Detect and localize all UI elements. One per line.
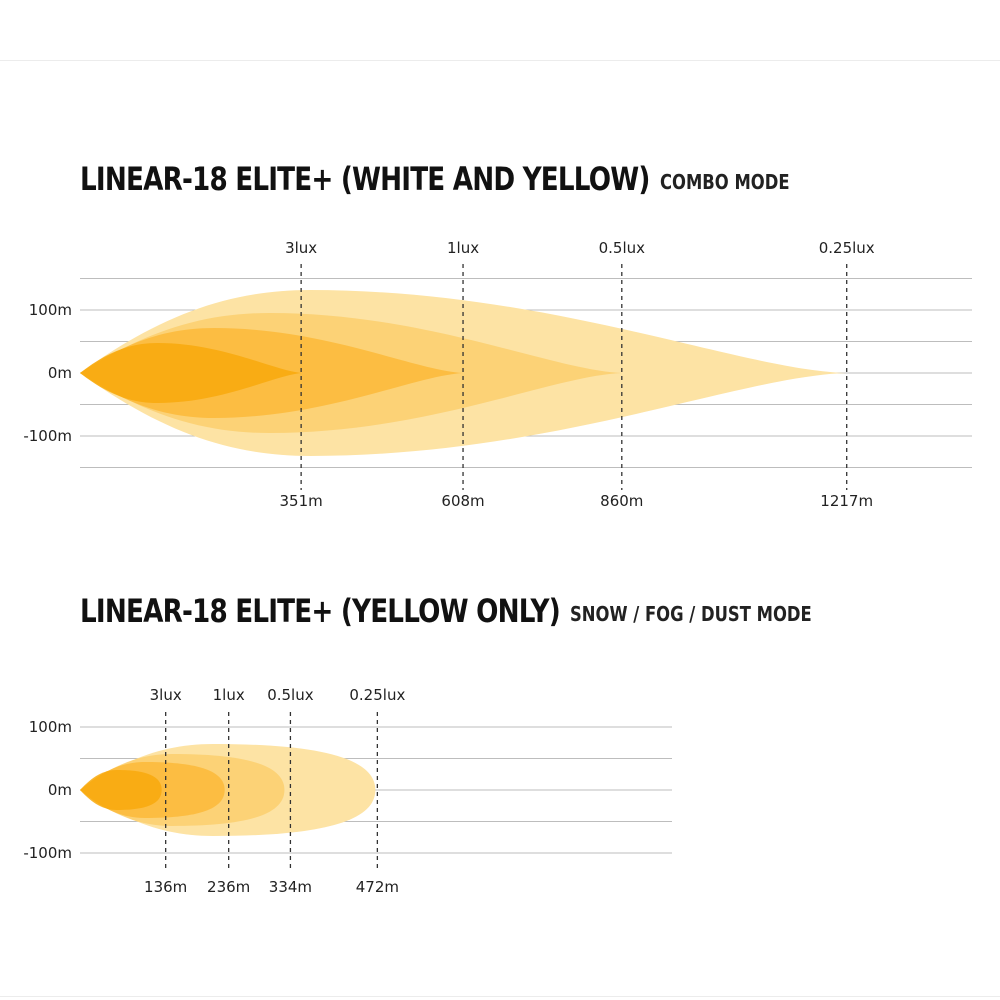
distance-label: 136m <box>144 878 187 896</box>
distance-label: 1217m <box>820 492 873 510</box>
lux-label: 0.25lux <box>819 239 875 257</box>
distance-label: 351m <box>280 492 323 510</box>
y-tick-label: 100m <box>29 301 72 319</box>
y-tick-label: 0m <box>48 781 72 799</box>
y-tick-label: -100m <box>23 427 72 445</box>
chart-2-subtitle: SNOW / FOG / DUST MODE <box>569 602 812 626</box>
beam-3lux-area <box>80 343 302 403</box>
distance-label: 236m <box>207 878 250 896</box>
y-tick-label: 0m <box>48 364 72 382</box>
chart-1-plot: 100m 0m -100m 3lux 351m 1lux 608m 0.5lux 860m 0.2… <box>23 239 972 510</box>
chart-2-title: LINEAR-18 ELITE+ (YELLOW ONLY) SNOW / FOG… <box>80 592 812 630</box>
distance-label: 334m <box>269 878 312 896</box>
top-divider <box>0 60 1000 61</box>
distance-label: 860m <box>600 492 643 510</box>
distance-label: 472m <box>356 878 399 896</box>
chart-1-title: LINEAR-18 ELITE+ (WHITE AND YELLOW) COMBO… <box>80 160 789 198</box>
chart-1-subtitle: COMBO MODE <box>659 170 790 194</box>
lux-label: 0.25lux <box>349 686 405 704</box>
lux-label: 3lux <box>285 239 317 257</box>
lux-label: 3lux <box>150 686 182 704</box>
lux-label: 1lux <box>213 686 245 704</box>
lux-label: 0.5lux <box>267 686 314 704</box>
bottom-divider <box>0 996 1000 997</box>
beam-3lux-area <box>80 770 162 810</box>
lux-label: 0.5lux <box>599 239 646 257</box>
chart-2-plot: 100m 0m -100m 3lux 136m 1lux 236m 0.5lux 334m 0.2… <box>23 686 672 896</box>
distance-label: 608m <box>441 492 484 510</box>
y-tick-label: -100m <box>23 844 72 862</box>
y-tick-label: 100m <box>29 718 72 736</box>
lux-label: 1lux <box>447 239 479 257</box>
chart-1-title-main: LINEAR-18 ELITE+ (WHITE AND YELLOW) <box>80 160 650 198</box>
chart-2-title-main: LINEAR-18 ELITE+ (YELLOW ONLY) <box>80 592 561 630</box>
